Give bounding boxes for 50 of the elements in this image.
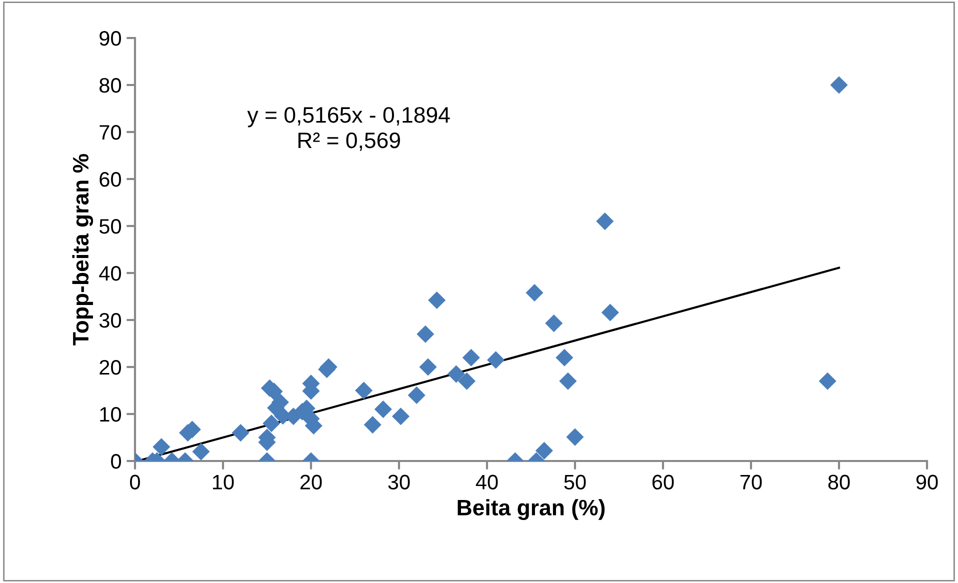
point [535,442,553,460]
x-tick-label: 30 [388,474,410,490]
point [545,314,563,332]
annotation: R² = 0,569 [298,132,400,151]
annotation: y = 0,5165x - 0,1894 [247,107,450,128]
point [559,372,577,390]
y-tick-label: 50 [99,219,121,234]
point [601,304,619,322]
x-tick-label: 90 [916,474,938,490]
point [355,382,373,400]
y-tick-label: 20 [100,360,121,375]
point [830,76,848,94]
point [428,291,446,310]
y-tick-label: 90 [100,31,121,46]
point [487,351,505,369]
point [192,442,210,460]
x-tick-label: 10 [213,474,234,490]
point [392,408,410,426]
y-tick-label: 80 [100,78,121,93]
y-tick-label: 70 [100,125,121,140]
y-tick-label: 60 [100,172,121,187]
y-tick-label: 10 [100,407,121,422]
x-tick-label: 70 [740,474,762,490]
point [364,416,382,434]
y-tick-label: 40 [99,266,121,281]
y-tick-label: 30 [99,313,121,328]
x-tick-label: 0 [130,474,140,490]
point [447,365,465,383]
point [566,428,584,446]
point [458,372,476,390]
x-axis-title: Beita gran (%) [458,499,605,520]
point [462,348,480,366]
point [556,348,574,366]
point [596,212,614,230]
x-tick-label: 40 [476,474,498,490]
x-tick-label: 60 [652,474,674,490]
point [526,284,544,302]
y-axis-title: Topp-beita gran % [72,154,94,346]
point [416,325,434,343]
point [419,358,437,376]
x-tick-label: 50 [564,474,586,490]
point [408,386,426,404]
point [374,400,392,418]
x-tick-label: 80 [828,474,850,490]
point [232,424,250,442]
point [152,438,170,456]
point [818,372,836,390]
point [262,414,280,432]
y-tick-label: 0 [111,454,121,469]
x-tick-label: 20 [300,474,322,490]
